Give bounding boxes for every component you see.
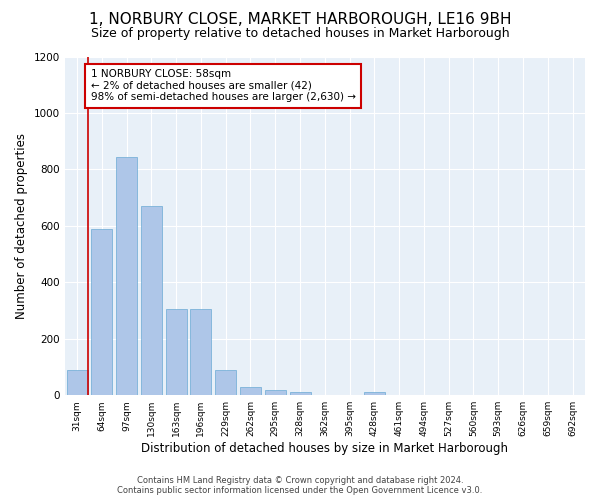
Bar: [141, 206, 162, 395]
Text: 1 NORBURY CLOSE: 58sqm
← 2% of detached houses are smaller (42)
98% of semi-deta: 1 NORBURY CLOSE: 58sqm ← 2% of detached …: [91, 69, 356, 102]
Bar: [166, 309, 187, 395]
Bar: [240, 386, 261, 395]
Bar: [116, 156, 137, 395]
X-axis label: Distribution of detached houses by size in Market Harborough: Distribution of detached houses by size …: [142, 442, 508, 455]
Text: Contains HM Land Registry data © Crown copyright and database right 2024.
Contai: Contains HM Land Registry data © Crown c…: [118, 476, 482, 495]
Bar: [190, 309, 211, 395]
Bar: [265, 390, 286, 395]
Bar: [215, 370, 236, 395]
Text: 1, NORBURY CLOSE, MARKET HARBOROUGH, LE16 9BH: 1, NORBURY CLOSE, MARKET HARBOROUGH, LE1…: [89, 12, 511, 28]
Bar: [67, 370, 88, 395]
Bar: [91, 228, 112, 395]
Bar: [290, 392, 311, 395]
Y-axis label: Number of detached properties: Number of detached properties: [15, 133, 28, 319]
Bar: [364, 392, 385, 395]
Text: Size of property relative to detached houses in Market Harborough: Size of property relative to detached ho…: [91, 28, 509, 40]
